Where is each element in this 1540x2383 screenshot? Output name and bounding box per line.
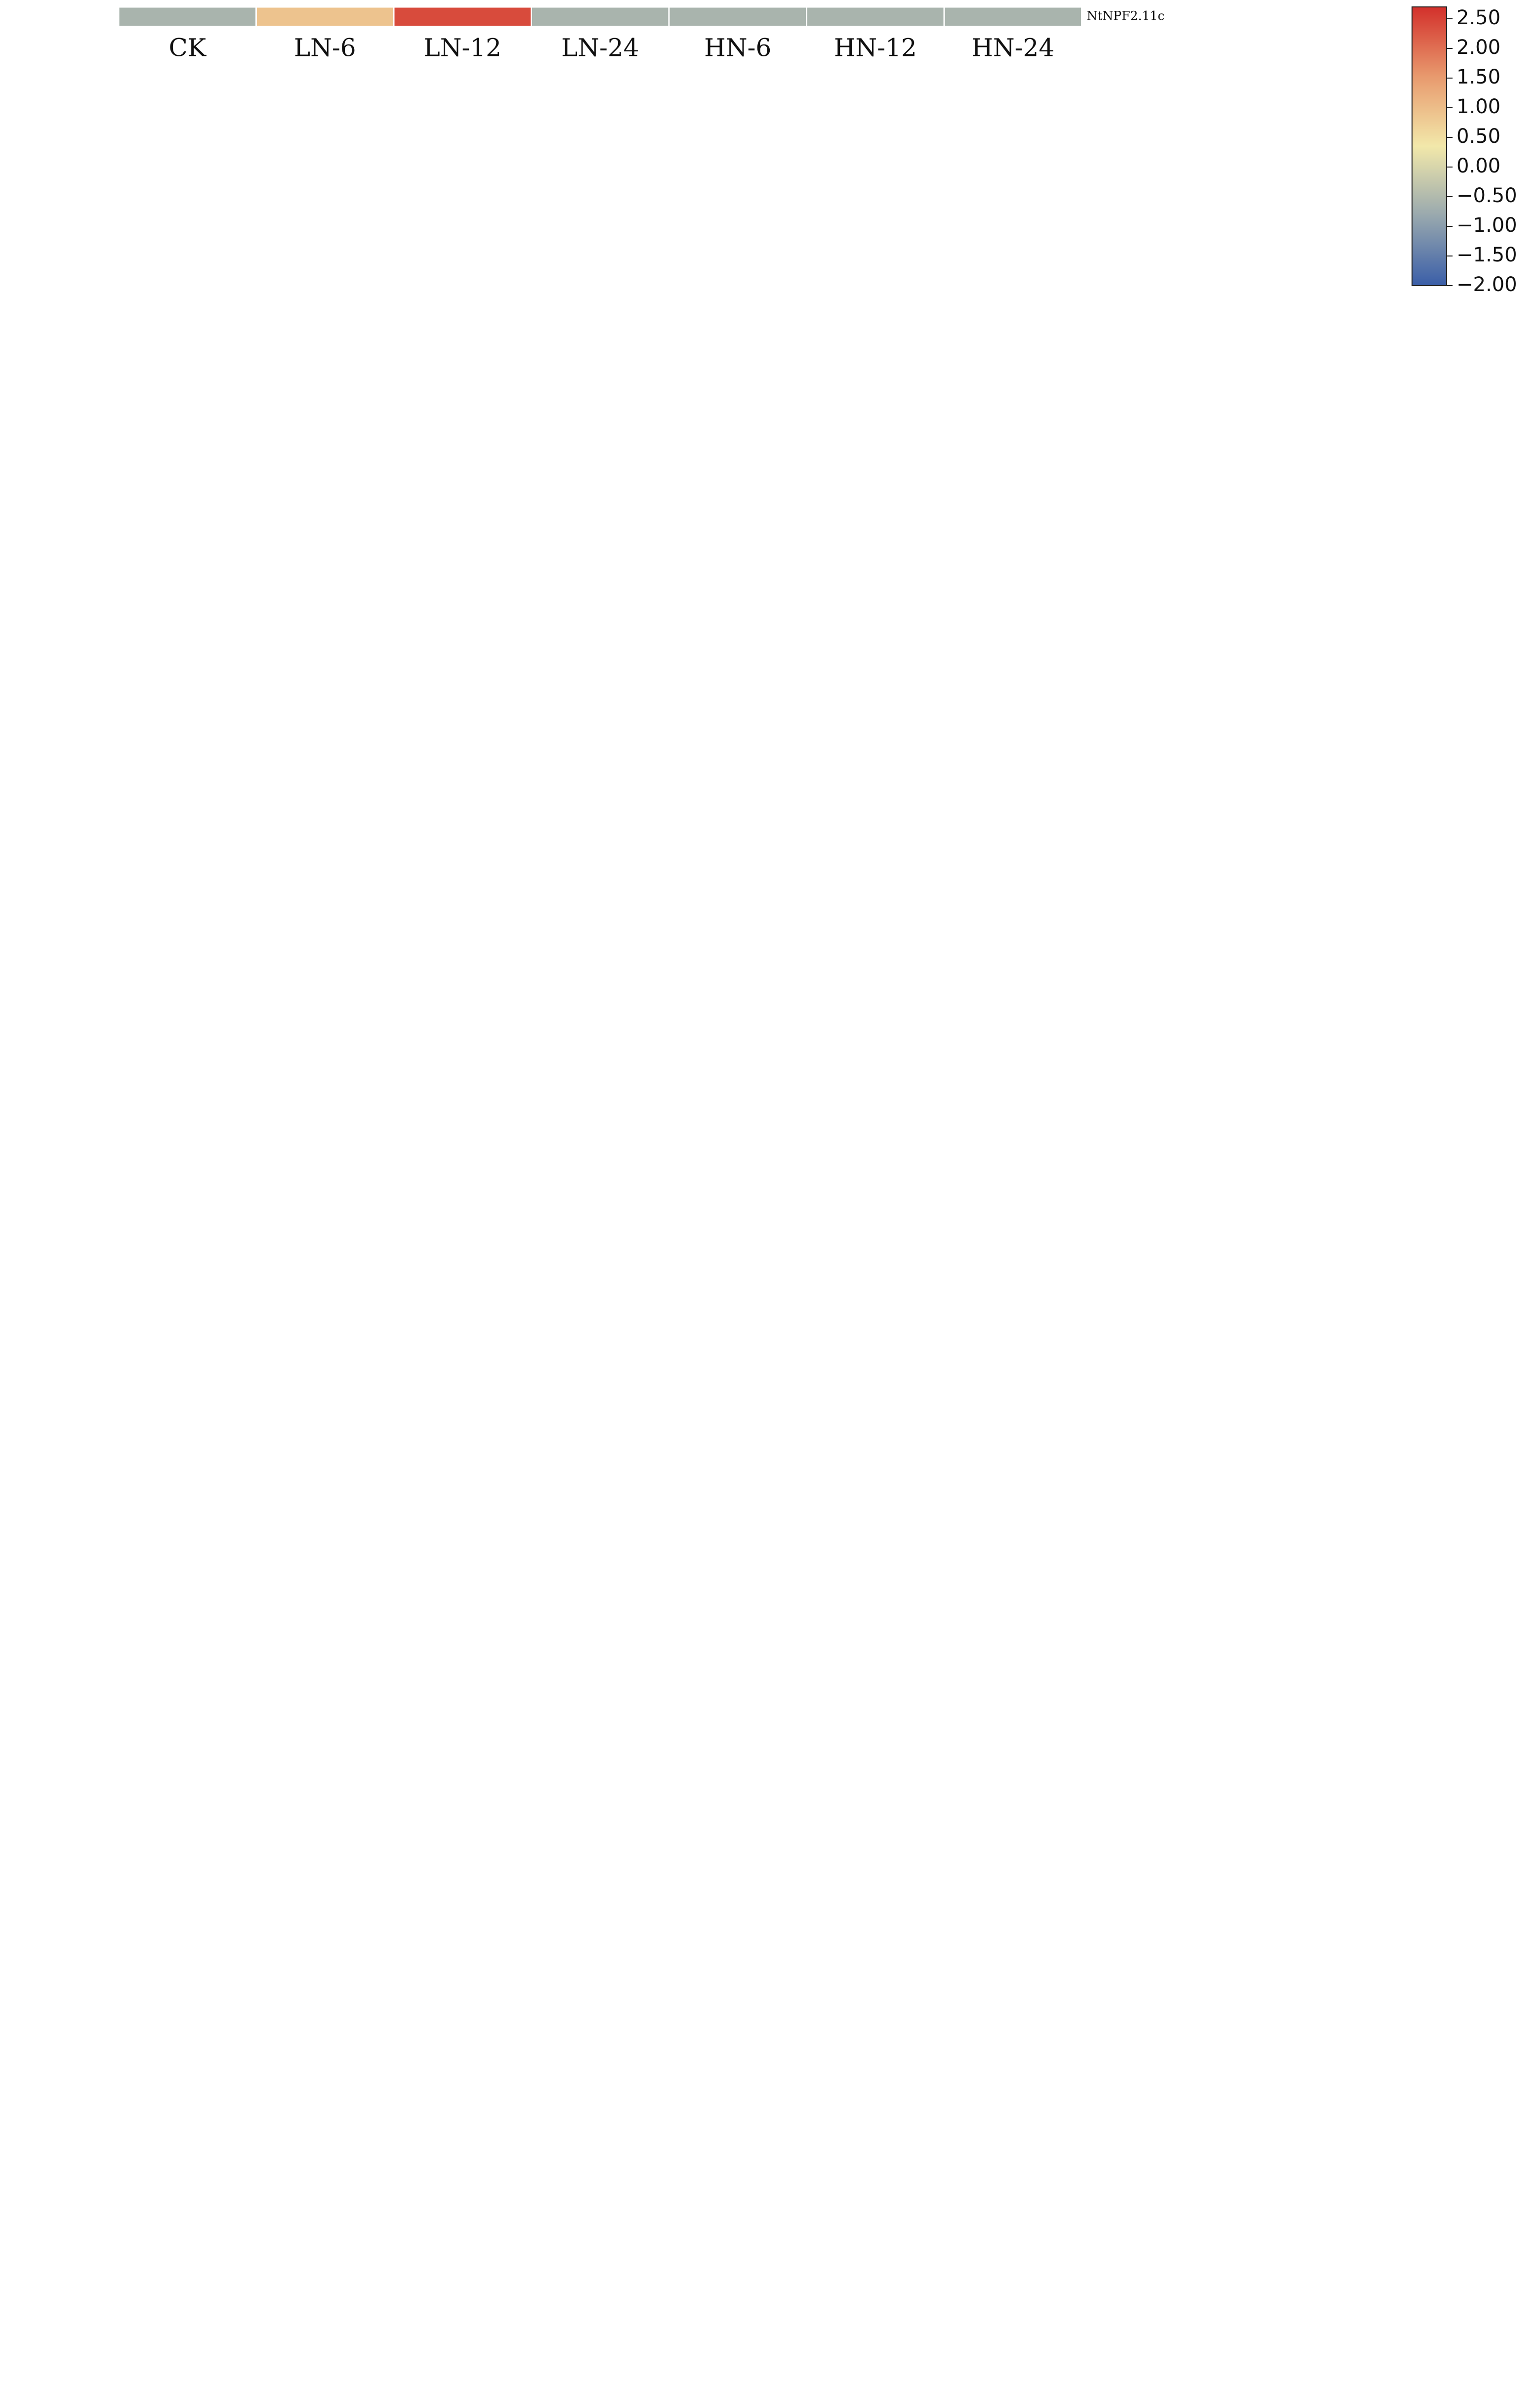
row-label: NtNPF2.11c <box>1087 8 1165 23</box>
heatmap-cell <box>943 6 1082 28</box>
column-label: HN-24 <box>971 34 1054 62</box>
column-label: LN-24 <box>561 34 639 62</box>
column-label: CK <box>168 34 207 62</box>
row-labels: NtNPF2.11c <box>1087 8 1165 23</box>
colorbar-tick-label: 2.00 <box>1457 36 1500 59</box>
heatmap-cell <box>393 6 532 28</box>
colorbar-tick-label: 1.00 <box>1457 95 1500 118</box>
colorbar-gradient <box>1412 6 1447 286</box>
heatmap-cell <box>118 6 257 28</box>
heatmap-cell <box>806 6 945 28</box>
heatmap-cell <box>255 6 395 28</box>
heatmap-cell <box>668 6 807 28</box>
column-label: HN-12 <box>834 34 917 62</box>
colorbar-legend: 2.50 2.00 1.50 1.00 0.50 0.00 −0.50 −1.00 −1.50 −… <box>1412 6 1517 296</box>
colorbar-tick-label: −0.50 <box>1457 184 1517 207</box>
column-label: LN-6 <box>294 34 356 62</box>
column-labels: CK LN-6 LN-12 LN-24 HN-6 HN-12 HN-24 <box>168 34 1054 62</box>
colorbar-tick-label: −1.00 <box>1457 214 1517 237</box>
column-label: LN-12 <box>424 34 501 62</box>
colorbar-tick-label: 0.50 <box>1457 125 1500 148</box>
colorbar-tick-label: −1.50 <box>1457 244 1517 266</box>
heatmap-cells <box>118 6 1082 28</box>
column-label: HN-6 <box>704 34 771 62</box>
heatmap-cell <box>531 6 670 28</box>
colorbar-tick-label: −2.00 <box>1457 273 1517 296</box>
colorbar-tick-label: 0.00 <box>1457 155 1500 177</box>
colorbar-tick-label: 2.50 <box>1457 6 1500 29</box>
colorbar-tick-label: 1.50 <box>1457 66 1500 88</box>
